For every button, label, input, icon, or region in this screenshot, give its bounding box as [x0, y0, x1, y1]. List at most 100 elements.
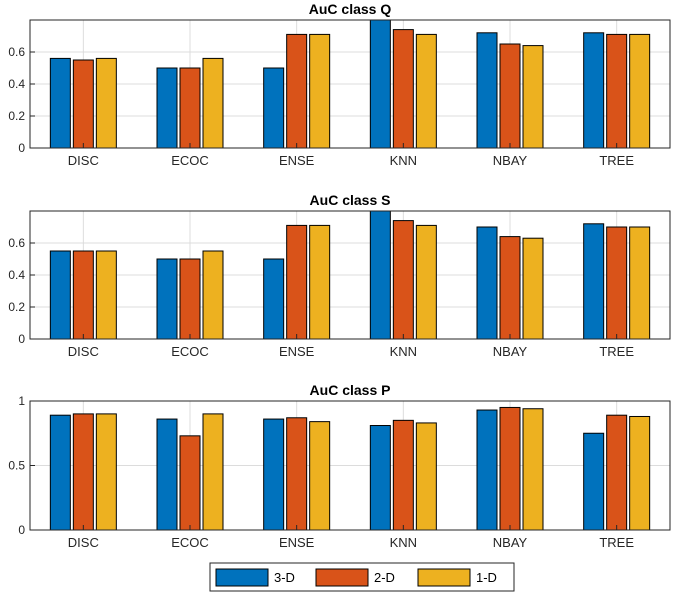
bar-2-d-ense: [286, 224, 308, 340]
subplot-class-q: 0 0.2 0.4 0.6 DISC ECOC ENSE KNN NBAY TREE AuC c…: [8, 1, 671, 168]
bar-1-d-ecoc: [202, 57, 224, 149]
chart-title: AuC class S: [310, 192, 391, 208]
x-tick-label: ECOC: [171, 344, 209, 359]
bar-2-d-nbay: [499, 43, 521, 149]
bar-1-d-ecoc: [202, 413, 224, 531]
bar-2-d-knn: [392, 419, 414, 531]
bar-2-d-nbay: [499, 236, 521, 340]
x-tick-label: DISC: [68, 153, 99, 168]
legend-swatch-3d: [215, 568, 269, 587]
y-tick-label: 0.6: [8, 236, 25, 250]
bar-2-d-disc: [72, 250, 94, 340]
y-tick-label: 0.5: [8, 459, 25, 473]
bar-1-d-knn: [415, 224, 437, 340]
x-tick-label: KNN: [390, 344, 417, 359]
bar-3-d-ense: [263, 418, 285, 531]
y-tick-label: 0: [18, 141, 25, 155]
y-tick-label: 0.6: [8, 45, 25, 59]
legend-swatch-1d: [417, 568, 471, 587]
bar-1-d-nbay: [522, 237, 544, 340]
x-tick-label: NBAY: [493, 344, 528, 359]
bar-3-d-nbay: [476, 409, 498, 531]
bar-3-d-knn: [369, 19, 391, 149]
bar-3-d-ense: [263, 258, 285, 340]
legend-item-2d: 2-D: [315, 568, 395, 587]
bar-3-d-tree: [583, 32, 605, 149]
x-tick-label: ENSE: [279, 535, 315, 550]
subplot-class-s: 0 0.2 0.4 0.6 DISC ECOC ENSE KNN NBAY TREE AuC c…: [8, 192, 671, 359]
bar-2-d-knn: [392, 29, 414, 149]
bar-2-d-tree: [606, 33, 628, 149]
bar-1-d-tree: [629, 226, 651, 340]
bar-3-d-tree: [583, 432, 605, 531]
x-tick-label: DISC: [68, 344, 99, 359]
bar-2-d-ense: [286, 417, 308, 531]
y-tick-label: 0: [18, 523, 25, 537]
legend-item-1d: 1-D: [417, 568, 497, 587]
x-tick-label: KNN: [390, 535, 417, 550]
bar-1-d-disc: [95, 413, 117, 531]
bar-1-d-ense: [309, 224, 331, 340]
bar-2-d-disc: [72, 413, 94, 531]
bar-1-d-knn: [415, 422, 437, 531]
bar-2-d-ense: [286, 33, 308, 149]
chart-title: AuC class P: [310, 382, 391, 398]
bar-1-d-disc: [95, 57, 117, 149]
bar-2-d-tree: [606, 414, 628, 531]
chart-title: AuC class Q: [309, 1, 392, 17]
x-tick-label: ENSE: [279, 153, 315, 168]
bar-3-d-knn: [369, 210, 391, 340]
bar-2-d-ecoc: [179, 258, 201, 340]
bar-1-d-nbay: [522, 408, 544, 531]
bar-2-d-knn: [392, 220, 414, 340]
bar-2-d-nbay: [499, 406, 521, 531]
bar-1-d-ecoc: [202, 250, 224, 340]
x-tick-label: DISC: [68, 535, 99, 550]
bar-2-d-ecoc: [179, 67, 201, 149]
y-tick-label: 0.2: [8, 300, 25, 314]
bar-3-d-disc: [49, 414, 71, 531]
subplot-class-p: 0 0.5 1 DISC ECOC ENSE KNN NBAY TREE AuC class …: [8, 382, 671, 550]
y-tick-label: 0.4: [8, 268, 25, 282]
legend-label-2d: 2-D: [374, 570, 395, 585]
bar-3-d-disc: [49, 57, 71, 149]
bar-3-d-ense: [263, 67, 285, 149]
bar-1-d-disc: [95, 250, 117, 340]
bar-3-d-ecoc: [156, 258, 178, 340]
bar-2-d-disc: [72, 59, 94, 149]
bar-1-d-ense: [309, 421, 331, 531]
bar-3-d-tree: [583, 223, 605, 340]
x-tick-label: NBAY: [493, 535, 528, 550]
x-tick-label: ECOC: [171, 535, 209, 550]
x-tick-label: NBAY: [493, 153, 528, 168]
y-tick-label: 0: [18, 332, 25, 346]
x-tick-label: TREE: [599, 344, 634, 359]
y-tick-label: 0.4: [8, 77, 25, 91]
bar-1-d-tree: [629, 33, 651, 149]
bar-2-d-tree: [606, 226, 628, 340]
x-tick-label: TREE: [599, 153, 634, 168]
legend-label-1d: 1-D: [476, 570, 497, 585]
bar-2-d-ecoc: [179, 435, 201, 531]
x-tick-label: ECOC: [171, 153, 209, 168]
bar-1-d-tree: [629, 415, 651, 531]
bar-3-d-ecoc: [156, 67, 178, 149]
y-tick-label: 0.2: [8, 109, 25, 123]
y-tick-label: 1: [18, 394, 25, 408]
x-tick-label: ENSE: [279, 344, 315, 359]
x-tick-label: TREE: [599, 535, 634, 550]
bar-3-d-disc: [49, 250, 71, 340]
bar-3-d-ecoc: [156, 418, 178, 531]
bar-3-d-nbay: [476, 226, 498, 340]
bar-3-d-nbay: [476, 32, 498, 149]
bar-1-d-nbay: [522, 45, 544, 149]
bar-3-d-knn: [369, 425, 391, 531]
bar-1-d-ense: [309, 33, 331, 149]
x-tick-label: KNN: [390, 153, 417, 168]
legend: 3-D 2-D 1-D: [209, 562, 515, 592]
legend-item-3d: 3-D: [215, 568, 295, 587]
bar-1-d-knn: [415, 33, 437, 149]
legend-label-3d: 3-D: [274, 570, 295, 585]
legend-swatch-2d: [315, 568, 369, 587]
